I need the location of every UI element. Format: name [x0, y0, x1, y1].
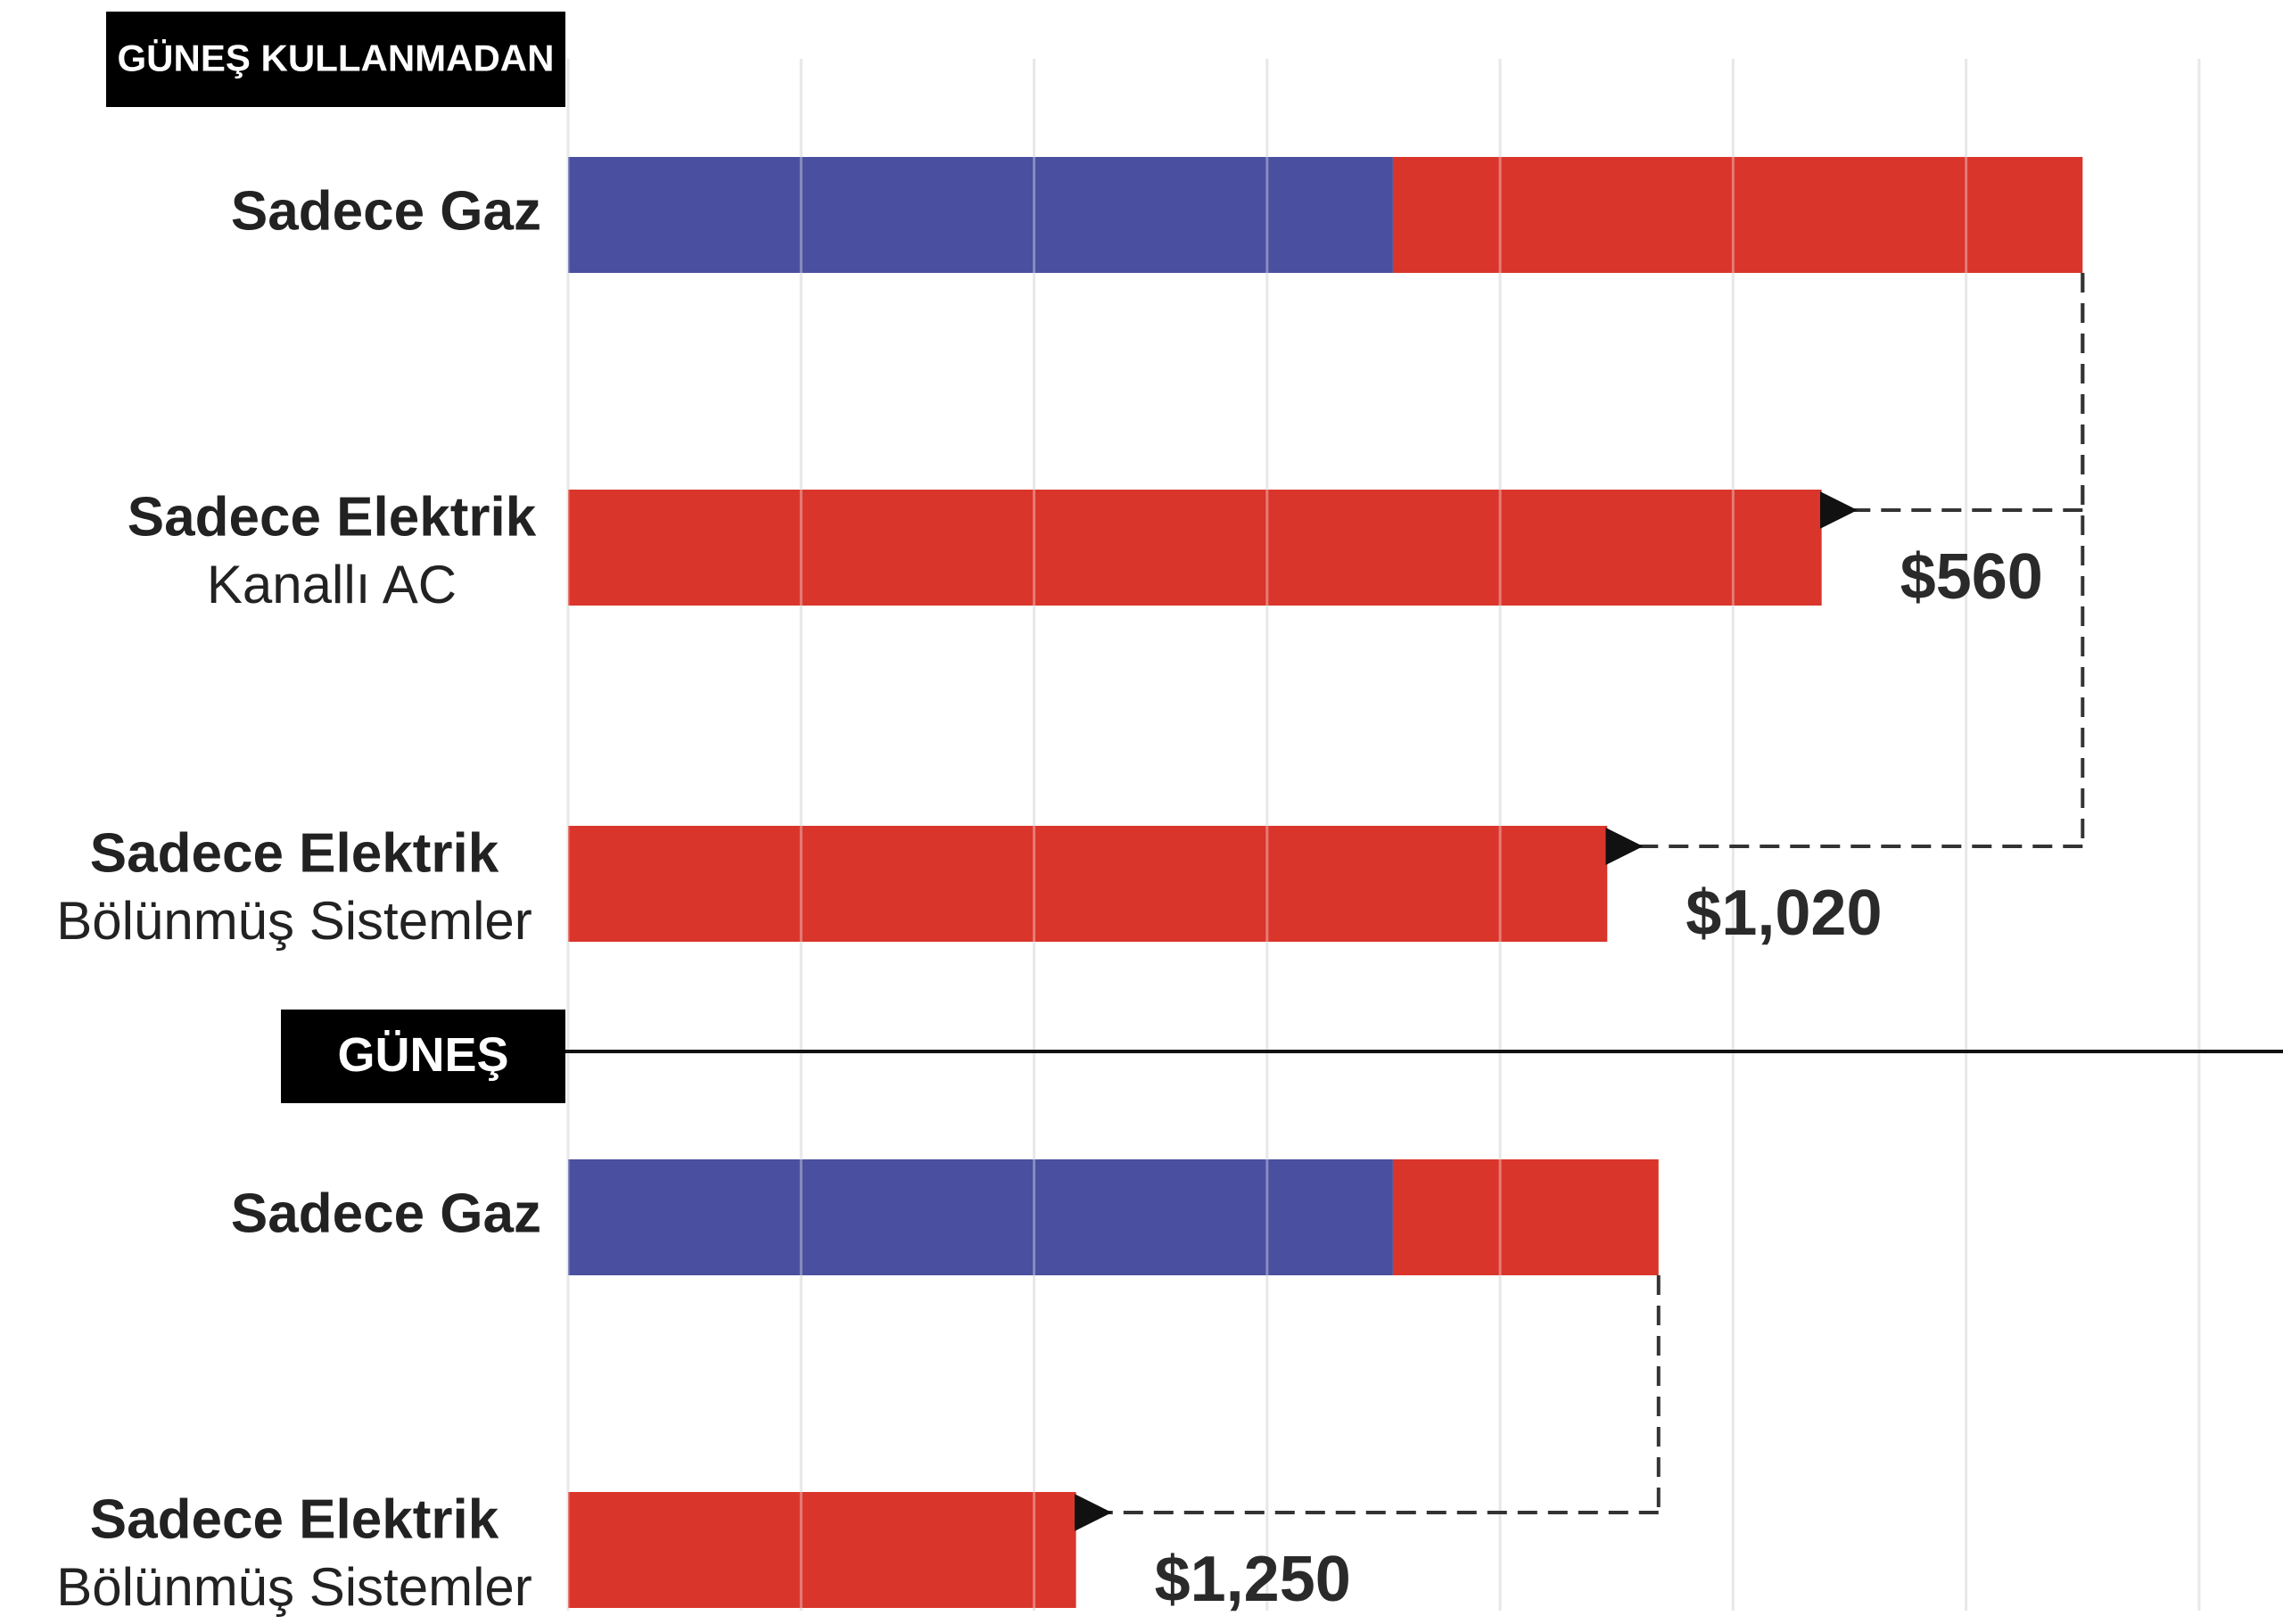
group-header: GÜNEŞ KULLANMADAN: [118, 37, 555, 79]
category-label: Sadece Elektrik: [90, 1488, 499, 1550]
bars: [568, 157, 2083, 1608]
bar-segment: [1392, 1159, 1659, 1275]
category-note: Bölünmüş Sistemler: [56, 1557, 532, 1617]
category-label: Sadece Elektrik: [128, 486, 537, 548]
category-label: Sadece Elektrik: [90, 822, 499, 884]
bar-segment: [568, 1492, 1076, 1608]
grid-overlay: [566, 59, 2201, 1611]
category-note: Bölünmüş Sistemler: [56, 891, 532, 951]
group-header-box: [281, 1010, 565, 1103]
category-label: Sadece Gaz: [231, 1183, 541, 1244]
category-label: Sadece Gaz: [231, 180, 541, 242]
bar-segment: [568, 490, 1822, 606]
category-note: Kanallı AC: [207, 555, 457, 614]
bar-segment: [568, 157, 1393, 273]
group-header: GÜNEŞ: [337, 1028, 508, 1082]
savings-label: $1,020: [1685, 878, 1882, 949]
group-header-box: [106, 12, 565, 107]
bar-segment: [568, 1159, 1393, 1275]
savings-label: $1,250: [1155, 1544, 1351, 1615]
bar-segment: [568, 826, 1608, 942]
bar-segment: [1392, 157, 2083, 273]
savings-label: $560: [1900, 541, 2043, 613]
